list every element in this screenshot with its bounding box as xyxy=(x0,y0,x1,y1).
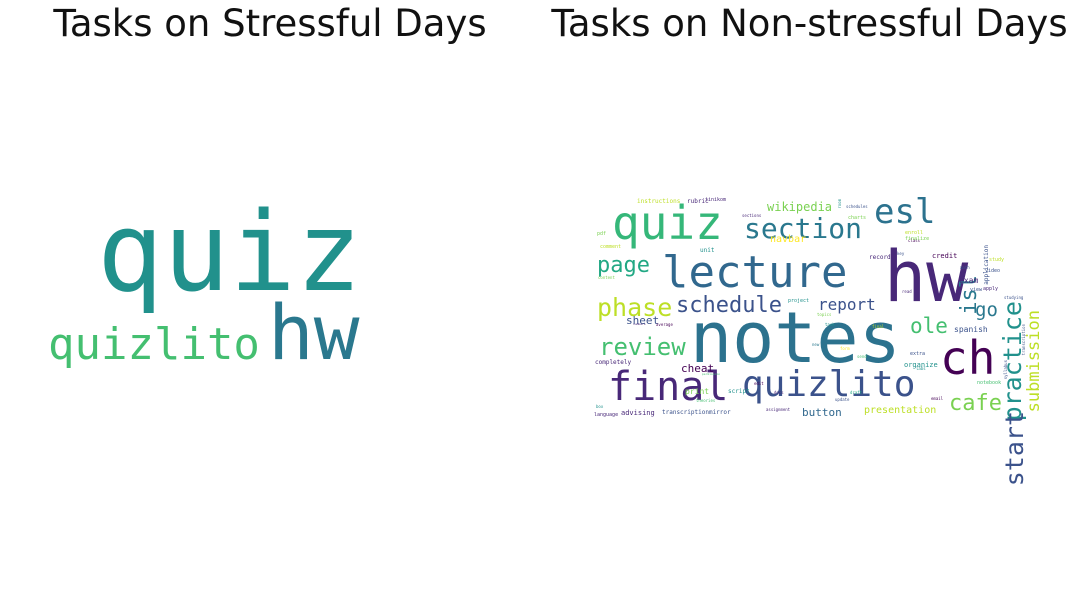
nonstressful-word-project: project xyxy=(788,298,810,304)
nonstressful-word-cheat: cheat xyxy=(681,362,715,375)
nonstressful-word-draft: draft xyxy=(850,390,863,395)
nonstressful-word-start: start xyxy=(1000,411,1029,487)
nonstressful-word-go: go xyxy=(975,299,998,321)
nonstressful-word-final: final xyxy=(872,324,885,329)
nonstressful-word-rubric: rubric xyxy=(687,198,709,205)
stressful-word-quizlito: quizlito xyxy=(48,319,260,370)
nonstressful-word-comment: comment xyxy=(600,244,622,250)
stressful-days-word-cloud: quiz quizlito hw xyxy=(40,195,370,395)
nonstressful-word-advising: advising xyxy=(621,409,655,417)
nonstressful-word-quizlito: quizlito xyxy=(742,364,916,405)
nonstressful-word-average: average xyxy=(656,322,673,327)
nonstressful-word-submission: submission xyxy=(1024,310,1044,413)
nonstressful-word-hw: hw xyxy=(884,236,969,318)
nonstressful-word-ole: ole xyxy=(910,314,948,338)
nonstressful-word-sections: sections xyxy=(742,213,762,218)
nonstressful-word-schedules: schedules xyxy=(846,204,868,209)
non-stressful-days-word-cloud: notes hw lecture quiz ch final quizlito esl sect… xyxy=(592,192,1044,486)
nonstressful-word-spanish: spanish xyxy=(954,325,988,334)
nonstressful-word-math: math xyxy=(960,265,970,270)
nonstressful-word-email: email xyxy=(931,396,944,401)
nonstressful-word-read: read xyxy=(902,289,912,294)
nonstressful-word-instructions: instructions xyxy=(637,198,681,205)
nonstressful-word-schedule: schedule xyxy=(676,293,782,318)
nonstressful-word-key: key xyxy=(897,251,905,256)
nonstressful-word-pdf: pdf xyxy=(597,231,607,237)
nonstressful-word-docs: docs xyxy=(774,390,784,395)
nonstressful-word-assignment: assignment xyxy=(766,407,791,412)
nonstressful-word-final: final xyxy=(608,364,729,410)
nonstressful-word-lecture: lecture xyxy=(662,247,848,298)
nonstressful-word-topics: topics xyxy=(817,312,832,317)
nonstressful-word-theories: theories xyxy=(696,398,716,403)
nonstressful-word-view: view xyxy=(970,287,983,293)
nonstressful-word-transcription: transcription xyxy=(1021,324,1026,356)
nonstressful-word-exam: exam xyxy=(959,276,979,285)
nonstressful-word-study: study xyxy=(989,257,1005,263)
nonstressful-word-edit: edit xyxy=(754,381,764,386)
nonstressful-word-cafe: cafe xyxy=(949,391,1002,416)
nonstressful-word-task: task xyxy=(825,322,835,327)
nonstressful-word-language: language xyxy=(594,412,619,418)
left-panel-title: Tasks on Stressful Days xyxy=(53,2,487,45)
right-panel-title: Tasks on Non-stressful Days xyxy=(551,2,1068,45)
nonstressful-word-navbar: navbar xyxy=(770,234,807,245)
nonstressful-word-send: send xyxy=(857,354,867,359)
nonstressful-word-form: form xyxy=(840,346,850,351)
nonstressful-word-notebook: notebook xyxy=(977,380,1002,386)
nonstressful-word-room: room xyxy=(837,199,842,209)
nonstressful-word-wikipedia: wikipedia xyxy=(767,200,833,214)
nonstressful-word-finalize: finalize xyxy=(905,236,930,242)
nonstressful-word-review: review xyxy=(599,333,686,361)
nonstressful-word-labs: labs xyxy=(916,366,926,371)
nonstressful-word-transcriptionmirror: transcriptionmirror xyxy=(662,409,731,416)
nonstressful-word-presentation: presentation xyxy=(864,405,937,416)
nonstressful-word-class: class xyxy=(908,238,921,243)
nonstressful-word-phase: phase xyxy=(597,293,673,322)
nonstressful-word-studying: studying xyxy=(1004,295,1024,300)
nonstressful-word-print: print xyxy=(685,387,710,396)
stressful-word-hw: hw xyxy=(268,288,360,377)
nonstressful-word-button: button xyxy=(802,406,842,419)
nonstressful-word-application: application xyxy=(983,245,990,285)
nonstressful-word-box: box xyxy=(596,404,604,409)
nonstressful-word-sheet: sheet xyxy=(626,314,660,327)
nonstressful-word-video: video xyxy=(985,268,1001,274)
nonstressful-word-numbers: numbers xyxy=(633,322,646,326)
nonstressful-word-credit: credit xyxy=(932,252,958,260)
nonstressful-word-record: record xyxy=(869,254,891,261)
nonstressful-word-new: new xyxy=(812,342,820,347)
nonstressful-word-syllabus: syllabus xyxy=(1003,360,1008,380)
nonstressful-word-report: report xyxy=(818,295,876,314)
nonstressful-word-esl: esl xyxy=(874,192,936,232)
stressful-word-quiz: quiz xyxy=(97,188,362,316)
nonstressful-word-apply: apply xyxy=(983,286,999,292)
nonstressful-word-script: script xyxy=(728,388,750,395)
nonstressful-word-charts: charts xyxy=(848,215,867,221)
nonstressful-word-tinikom: tinikom xyxy=(705,197,727,203)
nonstressful-word-content: content xyxy=(598,275,615,280)
nonstressful-word-permission: permission xyxy=(702,372,721,376)
nonstressful-word-update: update xyxy=(835,397,850,402)
nonstressful-word-page: page xyxy=(597,253,650,278)
nonstressful-word-ch: ch xyxy=(940,331,996,385)
nonstressful-word-completely: completely xyxy=(595,359,632,366)
nonstressful-word-organize: organize xyxy=(904,361,938,369)
nonstressful-word-unit: unit xyxy=(700,247,715,254)
nonstressful-word-quiz: quiz xyxy=(612,196,723,250)
nonstressful-word-extra: extra xyxy=(910,351,926,357)
nonstressful-word-section: section xyxy=(744,212,863,245)
nonstressful-word-notes: notes xyxy=(690,297,901,379)
nonstressful-word-enroll: enroll xyxy=(905,230,924,236)
